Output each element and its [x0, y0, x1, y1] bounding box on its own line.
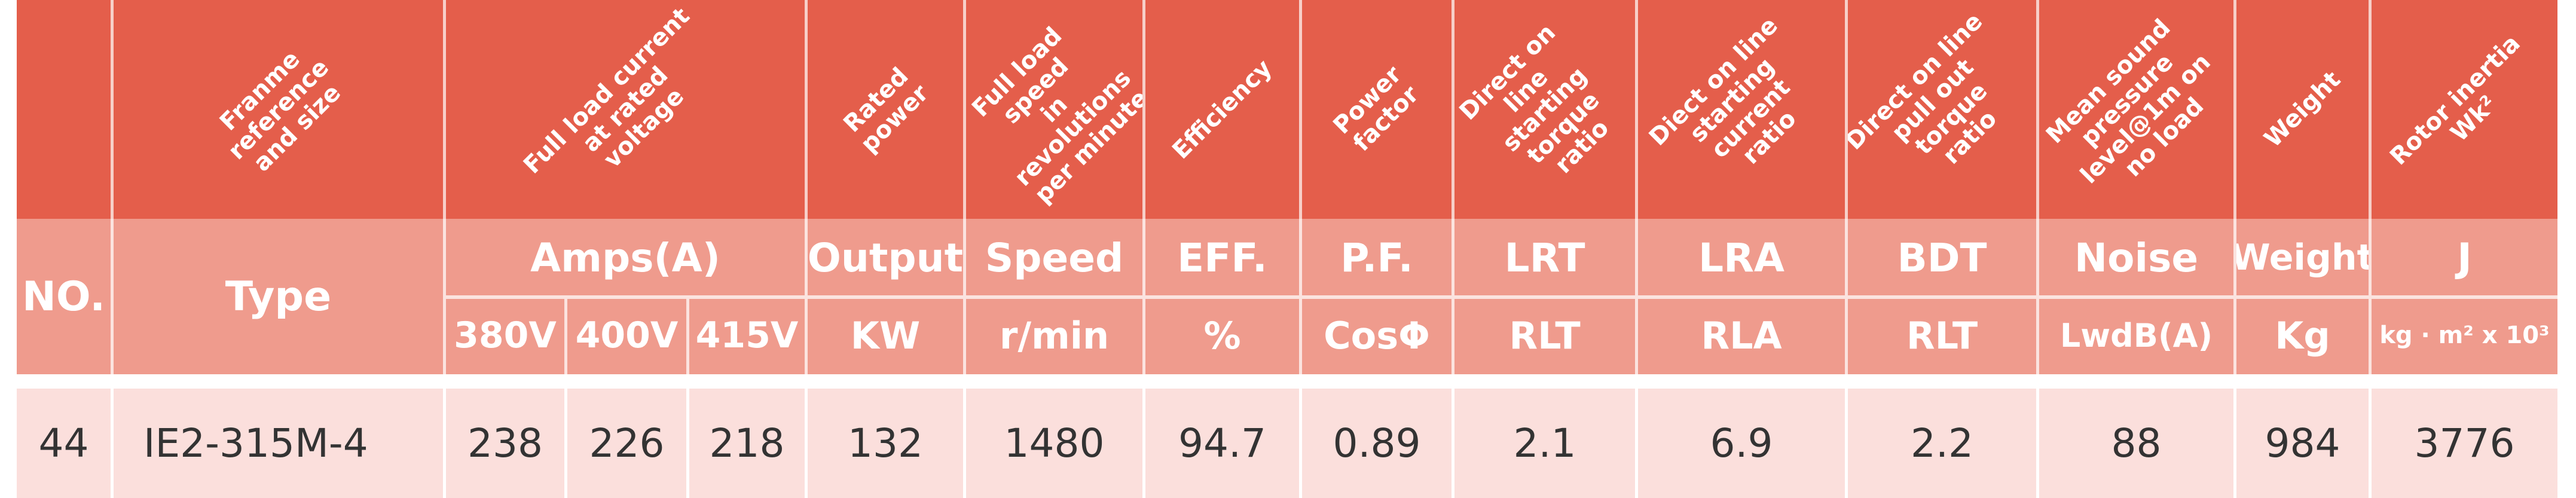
header-speed-rotated: Full load speed in revolutions per minut…	[967, 22, 1145, 209]
header-weight-rotated: Weight	[2259, 66, 2346, 153]
header-j-unit: kg · m² x 10³	[2372, 297, 2557, 374]
header-lrt-unit: RLT	[1454, 297, 1638, 374]
header-no-code: NO.	[17, 219, 114, 374]
header-bdt-unit: RLT	[1848, 297, 2039, 374]
header-noise-unit: LwdB(A)	[2039, 297, 2236, 374]
header-eff-top: Efficiency	[1145, 0, 1302, 219]
header-j-rotated: Rotor inertia Wk²	[2385, 29, 2526, 171]
header-lrt-code: LRT	[1454, 219, 1638, 297]
cell-output: 132	[808, 389, 966, 498]
header-output-unit: KW	[808, 297, 966, 374]
header-eff-unit: %	[1145, 297, 1302, 374]
header-no-top	[17, 0, 114, 219]
header-lrt-top: Direct on line starting torque ratio	[1454, 0, 1638, 219]
header-amps-code: Amps(A)	[446, 219, 808, 297]
header-output-rotated: Rated power	[838, 62, 934, 158]
header-bdt-rotated: Direct on line pull out torque ratio	[1848, 7, 2003, 170]
cell-eff: 94.7	[1145, 389, 1302, 498]
cell-type: IE2-315M-4	[114, 389, 446, 498]
header-speed-top: Full load speed in revolutions per minut…	[966, 0, 1145, 219]
header-pf-code: P.F.	[1302, 219, 1454, 297]
header-output-top: Rated power	[808, 0, 966, 219]
header-bdt-top: Direct on line pull out torque ratio	[1848, 0, 2039, 219]
cell-amps-380v: 238	[446, 389, 567, 498]
header-lra-unit: RLA	[1638, 297, 1848, 374]
header-noise-rotated: Mean sound pressure level@1m on no load	[2040, 14, 2216, 190]
header-amps-380v: 380V	[446, 297, 567, 374]
header-pf-top: Power factor	[1302, 0, 1454, 219]
header-type-code: Type	[114, 219, 446, 374]
header-speed-unit: r/min	[966, 297, 1145, 374]
header-amps-top: Full load current at rated voltage	[446, 0, 808, 219]
header-amps-400v: 400V	[567, 297, 689, 374]
header-lra-rotated: Diect on line starting current ratio	[1643, 11, 1802, 170]
header-amps-415v: 415V	[689, 297, 808, 374]
header-pf-rotated: Power factor	[1328, 60, 1425, 157]
header-lrt-rotated: Direct on line starting torque ratio	[1454, 19, 1615, 179]
cell-no: 44	[17, 389, 114, 498]
cell-amps-415v: 218	[689, 389, 808, 498]
header-pf-unit: CosΦ	[1302, 297, 1454, 374]
header-weight-unit: Kg	[2236, 297, 2372, 374]
header-j-code: J	[2372, 219, 2557, 297]
header-weight-code: Weight	[2236, 219, 2372, 297]
cell-pf: 0.89	[1302, 389, 1454, 498]
header-j-top: Rotor inertia Wk²	[2372, 0, 2557, 219]
header-speed-code: Speed	[966, 219, 1145, 297]
cell-speed: 1480	[966, 389, 1145, 498]
header-eff-code: EFF.	[1145, 219, 1302, 297]
cell-weight: 984	[2236, 389, 2372, 498]
cell-amps-400v: 226	[567, 389, 689, 498]
header-output-code: Output	[808, 219, 966, 297]
header-noise-top: Mean sound pressure level@1m on no load	[2039, 0, 2236, 219]
cell-bdt: 2.2	[1848, 389, 2039, 498]
header-body-gap	[0, 374, 2576, 389]
header-eff-rotated: Efficiency	[1167, 54, 1278, 165]
header-type-rotated: Franme reference and size	[214, 45, 346, 178]
header-type-top: Franme reference and size	[114, 0, 446, 219]
header-amps-rotated: Full load current at rated voltage	[518, 2, 695, 179]
cell-j: 3776	[2372, 389, 2557, 498]
header-row-divider	[446, 295, 2557, 299]
cell-lra: 6.9	[1638, 389, 1848, 498]
cell-noise: 88	[2039, 389, 2236, 498]
header-weight-top: Weight	[2236, 0, 2372, 219]
header-lra-code: LRA	[1638, 219, 1848, 297]
cell-lrt: 2.1	[1454, 389, 1638, 498]
header-lra-top: Diect on line starting current ratio	[1638, 0, 1848, 219]
header-bdt-code: BDT	[1848, 219, 2039, 297]
header-noise-code: Noise	[2039, 219, 2236, 297]
